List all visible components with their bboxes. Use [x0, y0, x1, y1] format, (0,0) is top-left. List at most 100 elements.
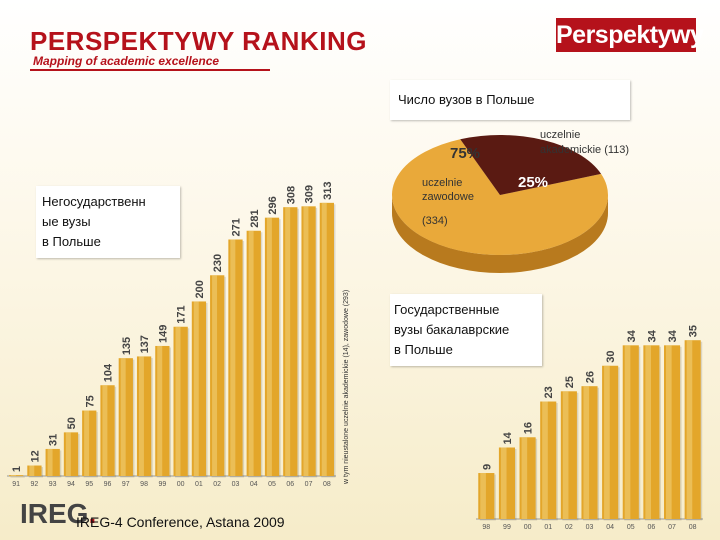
bar-highlight	[266, 217, 272, 476]
x-tick-label: 91	[12, 481, 20, 488]
perspektywy-logo: Perspektywy	[556, 18, 704, 52]
bar-highlight	[285, 207, 291, 476]
bar-highlight	[212, 275, 218, 476]
bar-highlight	[665, 345, 672, 519]
bar-value-label: 308	[285, 186, 297, 204]
bar-highlight	[84, 410, 90, 476]
footer-conference-text: IREG-4 Conference, Astana 2009	[76, 514, 285, 530]
state-caption-line1: Государственные	[394, 302, 500, 317]
bar-highlight	[500, 447, 507, 519]
bar-highlight	[47, 448, 53, 476]
x-tick-label: 95	[85, 481, 93, 488]
bar-highlight	[303, 206, 309, 476]
bar-value-label: 271	[230, 218, 242, 236]
vertical-note: w tym nieustalone uczelnie akademickie (…	[343, 290, 350, 485]
x-tick-label: 07	[668, 524, 676, 531]
bar-value-label: 281	[249, 209, 261, 227]
pie-label-zawodowe-2: zawodowe	[422, 191, 474, 203]
pie-slice-zawodowe	[392, 139, 608, 256]
x-tick-label: 94	[67, 481, 75, 488]
bar-highlight	[604, 365, 610, 519]
bar-highlight	[248, 230, 254, 476]
page-title: PERSPEKTYWY RANKING	[30, 26, 367, 56]
state-caption-line2: вузы бакалаврские	[394, 322, 510, 337]
bar-highlight	[321, 202, 327, 476]
pie-slice-akademickie	[460, 135, 602, 195]
x-tick-label: 03	[232, 481, 240, 488]
nonstate-bar-chart: 1 91 12 92 31 93 50 94 75 95 104 96 135 97 137 98 149 99 1…	[7, 181, 336, 488]
bar-highlight	[65, 432, 71, 476]
bar-value-label: 9	[481, 464, 493, 470]
nonstate-caption-box: Негосударственн ые вузы в Польше	[36, 186, 180, 258]
x-tick-label: 07	[305, 481, 313, 488]
bar-highlight	[138, 356, 144, 476]
bar-value-label: 50	[66, 417, 78, 429]
pie-percent-akademickie: 25%	[518, 174, 548, 191]
bar-highlight	[230, 239, 236, 476]
nonstate-caption-line2: ые вузы	[42, 214, 91, 229]
bar-value-label: 30	[605, 351, 617, 363]
bar-highlight	[562, 391, 569, 519]
bar-shadow	[10, 476, 25, 478]
bar-value-label: 137	[139, 335, 151, 353]
x-tick-label: 05	[268, 481, 276, 488]
x-tick-label: 00	[524, 524, 532, 531]
x-tick-label: 05	[627, 524, 635, 531]
x-tick-label: 04	[606, 524, 614, 531]
bar-value-label: 34	[667, 329, 679, 342]
bar-highlight	[542, 401, 548, 519]
bar-value-label: 1	[11, 466, 23, 472]
x-tick-label: 04	[250, 481, 258, 488]
x-tick-label: 98	[482, 524, 490, 531]
x-tick-label: 06	[286, 481, 294, 488]
pie-percent-zawodowe: 75%	[450, 145, 480, 162]
bar-highlight	[120, 358, 126, 476]
bar-highlight	[583, 386, 590, 519]
x-tick-label: 01	[544, 524, 552, 531]
bar-highlight	[157, 345, 163, 476]
bar-value-label: 171	[176, 305, 188, 323]
x-tick-label: 92	[31, 481, 39, 488]
x-tick-label: 01	[195, 481, 203, 488]
bar-92	[27, 465, 42, 476]
x-tick-label: 08	[689, 524, 697, 531]
ireg-logo-dot: .	[88, 498, 97, 529]
state-caption-box: Государственные вузы бакалаврские в Поль…	[390, 294, 542, 366]
bar-value-label: 230	[212, 254, 224, 272]
bar-value-label: 296	[267, 196, 279, 214]
bar-highlight	[686, 340, 693, 519]
pie-side	[392, 195, 608, 273]
bar-highlight	[624, 345, 631, 519]
bar-value-label: 135	[121, 337, 133, 355]
x-tick-label: 00	[177, 481, 185, 488]
x-tick-label: 08	[323, 481, 331, 488]
bar-value-label: 14	[502, 431, 514, 444]
bar-value-label: 16	[523, 422, 535, 434]
title-underline	[30, 69, 270, 71]
x-tick-label: 96	[104, 481, 112, 488]
bar-value-label: 35	[688, 325, 700, 337]
pie-caption-box: Число вузов в Польше	[390, 80, 630, 120]
bar-value-label: 34	[646, 329, 658, 342]
x-tick-label: 02	[213, 481, 221, 488]
bar-value-label: 34	[626, 329, 638, 342]
bar-value-label: 31	[48, 434, 60, 446]
nonstate-caption-line1: Негосударственн	[42, 194, 146, 209]
state-caption-line3: в Польше	[394, 342, 453, 357]
pie-label-akademickie-1: uczelnie	[540, 129, 580, 141]
bar-value-label: 12	[29, 450, 41, 462]
x-tick-label: 02	[565, 524, 573, 531]
bar-value-label: 23	[543, 386, 555, 398]
bar-highlight	[645, 345, 651, 519]
state-bar-chart: 9 98 14 99 16 00 23 01 25 02 26 03 30 04 34 05 34 06 34 07 3…	[476, 325, 703, 531]
x-tick-label: 99	[158, 481, 166, 488]
bar-highlight	[480, 473, 486, 519]
ireg-logo-text: IREG	[20, 498, 89, 529]
bar-highlight	[102, 385, 108, 476]
pie-chart: 75% 25% uczelnie zawodowe (334) uczelnie…	[392, 129, 629, 273]
ireg-logo: IREG.	[20, 498, 96, 530]
x-tick-label: 97	[122, 481, 130, 488]
bar-highlight	[193, 301, 199, 476]
x-tick-label: 06	[648, 524, 656, 531]
